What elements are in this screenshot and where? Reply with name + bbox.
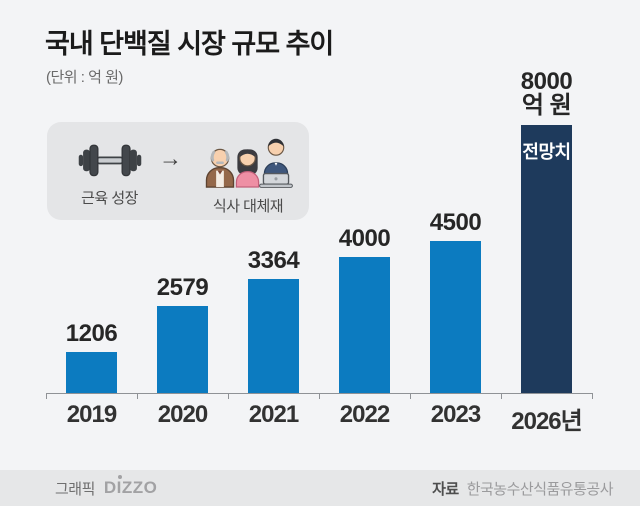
woman-icon xyxy=(235,149,260,188)
x-axis-label-2020: 2020 xyxy=(157,401,208,428)
man-laptop-icon xyxy=(259,138,293,188)
page-title: 국내 단백질 시장 규모 추이 xyxy=(45,29,334,59)
footer-credit: 그래픽 DIZZO xyxy=(55,475,158,499)
bar-2019 xyxy=(66,352,117,393)
axis-tick xyxy=(592,393,593,399)
arrow-icon: → xyxy=(159,144,183,171)
source-value: 한국농수산식품유통공사 xyxy=(466,480,614,498)
bar-slot: 1206 xyxy=(46,70,137,393)
old-man-icon xyxy=(205,148,235,188)
dumbbell-icon xyxy=(78,144,141,177)
axis-tick xyxy=(228,393,229,399)
source-label: 자료 xyxy=(432,480,459,498)
bar-value-label: 1206 xyxy=(65,319,118,347)
axis-tick xyxy=(501,393,502,399)
legend-box: 근육 성장 → xyxy=(47,122,309,220)
axis-tick xyxy=(410,393,411,399)
footer: 그래픽 DIZZO 자료 한국농수산식품유통공사 xyxy=(0,470,640,506)
muscle-growth-label: 근육 성장 xyxy=(81,190,138,207)
bar-2022 xyxy=(339,257,390,393)
footer-source: 자료 한국농수산식품유통공사 xyxy=(432,478,613,499)
bar-2020 xyxy=(157,306,208,393)
bar-value-label: 8000 억 원 xyxy=(520,68,573,120)
legend-muscle-growth: 근육 성장 xyxy=(65,132,154,208)
bar-value-label: 4000 xyxy=(338,224,391,252)
bar-slot: 4000 xyxy=(319,70,410,393)
x-axis-label-2019: 2019 xyxy=(66,401,117,428)
x-axis-label-2021: 2021 xyxy=(248,401,299,428)
unit-label: (단위 : 억 원) xyxy=(46,69,123,86)
bar-slot: 2579 xyxy=(137,70,228,393)
graphic-label: 그래픽 xyxy=(55,480,95,498)
bar-2026년: 전망치 xyxy=(521,124,572,393)
x-axis-label-2023: 2023 xyxy=(430,401,481,428)
bar-value-label: 4500 xyxy=(429,208,482,236)
bar-value-label: 3364 xyxy=(247,246,300,274)
axis-tick xyxy=(137,393,138,399)
x-axis-label-2026년: 2026년 xyxy=(511,408,582,435)
bar-slot: 4500 xyxy=(410,70,501,393)
dizzo-logo: DIZZO xyxy=(103,475,158,497)
x-axis-labels: 2019 2020 2021 2022 2023 2026년 xyxy=(46,401,592,436)
meal-replacement-label: 식사 대체재 xyxy=(212,198,284,215)
bar-2023 xyxy=(430,241,481,393)
forecast-badge: 전망치 xyxy=(522,141,571,162)
axis-tick xyxy=(46,393,47,399)
bar-slot: 3364 xyxy=(228,70,319,393)
axis-tick xyxy=(319,393,320,399)
bar-value-label: 2579 xyxy=(156,273,209,301)
people-icons xyxy=(205,138,293,188)
bar-2021 xyxy=(248,279,299,393)
legend-meal-replacement: 식사 대체재 xyxy=(187,132,309,215)
x-axis-label-2022: 2022 xyxy=(339,401,390,428)
x-axis-line xyxy=(46,393,593,399)
